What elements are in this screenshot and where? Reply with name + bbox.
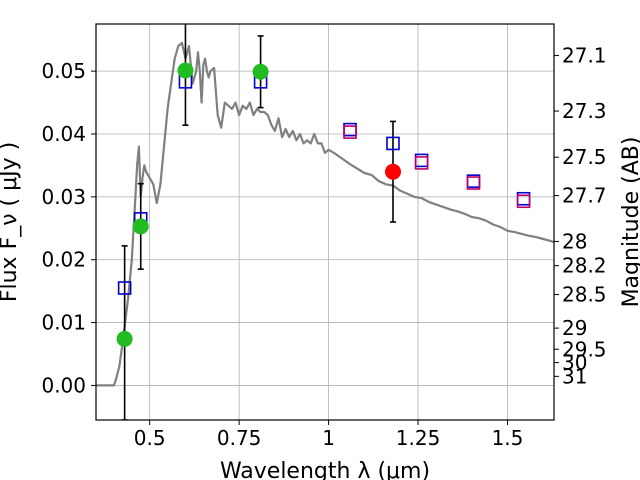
right-tick-label: 28 [562, 229, 587, 253]
plot-area [96, 24, 554, 420]
observed-detection-point [132, 218, 149, 235]
observed-detection-point [252, 63, 269, 80]
right-tick-label: 29 [562, 316, 587, 340]
right-tick-label: 27.1 [562, 44, 607, 68]
right-tick-label: 27.3 [562, 99, 607, 123]
x-tick-label: 1.5 [492, 426, 524, 450]
right-tick-label: 31 [562, 364, 587, 388]
x-tick-label: 1.25 [396, 426, 441, 450]
right-tick-label: 27.7 [562, 184, 607, 208]
right-tick-label: 30 [562, 351, 587, 375]
y-tick-label: 0.04 [41, 122, 86, 146]
model-photometry-magenta-square [343, 125, 357, 139]
right-tick-label: 29.5 [562, 337, 607, 361]
plot-frame [95, 23, 555, 421]
x-tick-label: 1 [322, 426, 335, 450]
right-tick-label: 28.2 [562, 254, 607, 278]
y-tick-label: 0.03 [41, 185, 86, 209]
observed-nir-point [384, 163, 401, 180]
x-axis-label: Wavelength λ (μm) [220, 459, 430, 480]
model-photometry-magenta-square [466, 176, 481, 190]
right-axis-label: Magnitude (AB) [619, 137, 640, 308]
observed-detection-point [116, 330, 133, 347]
model-photometry-blue-square [117, 281, 132, 295]
right-tick-label: 27.5 [562, 145, 607, 169]
model-photometry-magenta-square [516, 194, 531, 209]
y-tick-label: 0.01 [41, 311, 86, 335]
x-tick-label: 0.75 [217, 426, 262, 450]
y-tick-label: 0.02 [41, 248, 86, 272]
y-tick-label: 0.05 [41, 59, 86, 83]
y-tick-label: 0.00 [41, 373, 86, 397]
axis-ticks: 0.5 0.75 1 1.25 1.5 0.00 0.01 0.02 0.03 0.04 0.05 2… [41, 44, 606, 450]
grid [96, 24, 554, 420]
x-tick-label: 0.5 [134, 426, 166, 450]
model-photometry-blue-square [386, 136, 400, 151]
right-tick-label: 28.5 [562, 283, 607, 307]
model-sed-curve [96, 41, 554, 387]
model-photometry-magenta-square [414, 156, 429, 170]
observed-detection-point [177, 62, 194, 79]
y-axis-label: Flux F_ν ( μJy ) [0, 142, 22, 302]
